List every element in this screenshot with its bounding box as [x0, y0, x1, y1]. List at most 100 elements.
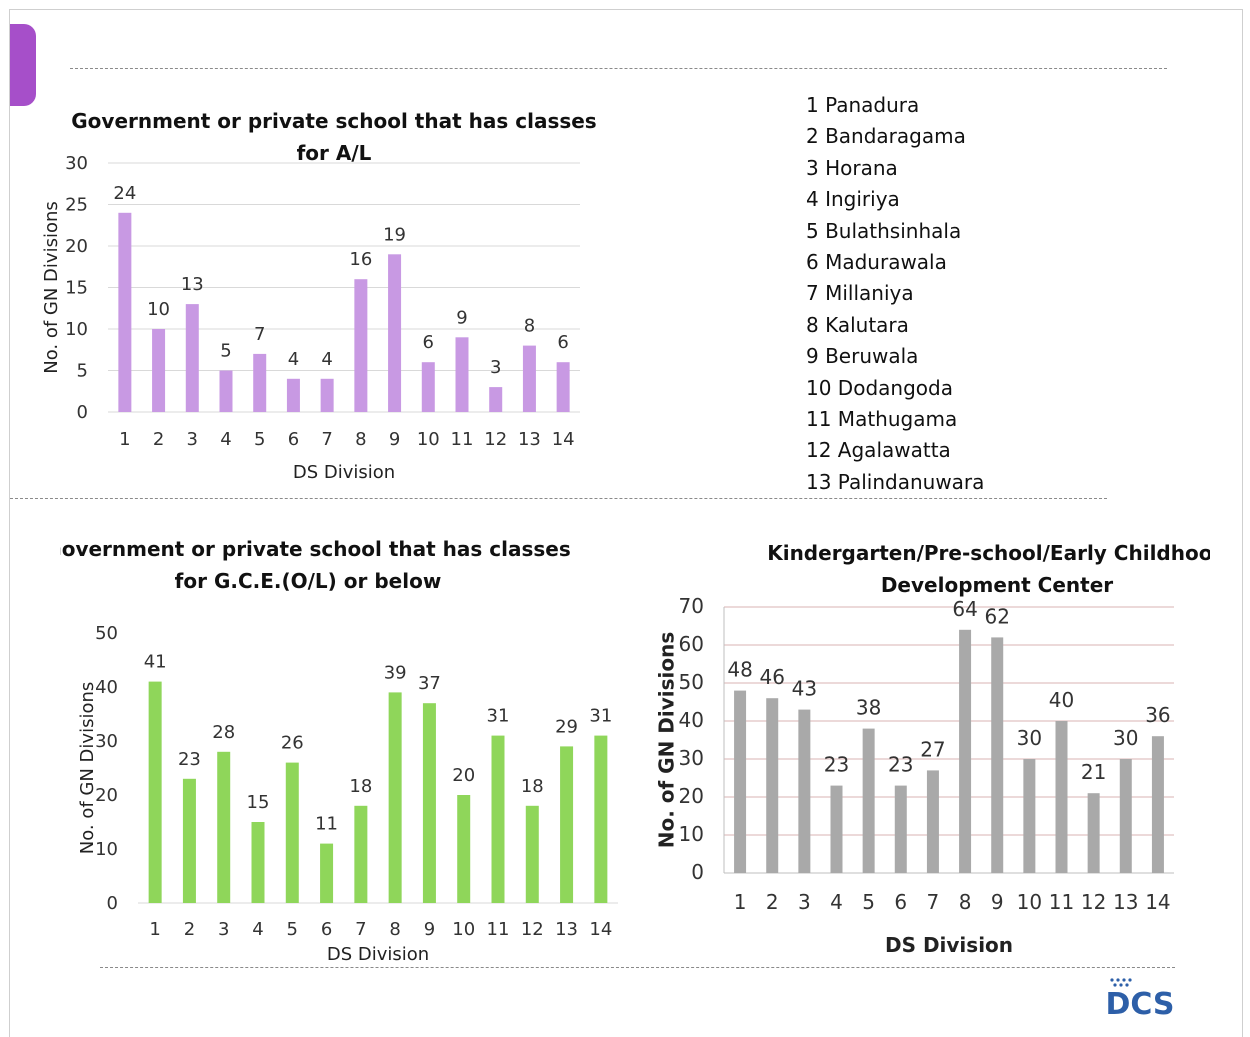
legend-item: 3 Horana — [806, 155, 898, 180]
bar — [320, 843, 334, 903]
y-tick-label: 20 — [65, 236, 88, 257]
bar — [185, 304, 199, 412]
y-tick-label: 5 — [77, 361, 88, 382]
x-tick-label: 8 — [959, 890, 972, 914]
chart-title-line: Kindergarten/Pre-school/Early Childhood — [767, 541, 1210, 565]
bar — [489, 387, 503, 412]
bar — [594, 735, 608, 903]
data-label: 3 — [490, 357, 501, 378]
bar — [798, 709, 811, 873]
bar — [320, 378, 334, 412]
bar — [491, 735, 505, 903]
data-label: 29 — [555, 716, 578, 737]
x-tick-label: 11 — [451, 429, 474, 450]
bar — [457, 795, 471, 903]
x-tick-label: 5 — [287, 919, 298, 940]
bar — [455, 337, 469, 412]
bar — [894, 785, 907, 873]
data-label: 38 — [856, 696, 881, 720]
data-label: 9 — [456, 307, 467, 328]
data-label: 19 — [383, 224, 406, 245]
x-tick-label: 7 — [321, 429, 332, 450]
y-tick-label: 10 — [95, 839, 118, 860]
y-tick-label: 10 — [679, 822, 704, 846]
data-label: 16 — [349, 249, 372, 270]
bar — [991, 637, 1004, 873]
x-tick-label: 1 — [119, 429, 130, 450]
legend-item: 11 Mathugama — [806, 406, 958, 431]
y-axis-label: No. of GN Divisions — [77, 682, 98, 855]
y-tick-label: 25 — [65, 195, 88, 216]
legend-item: 2 Bandaragama — [806, 124, 966, 149]
data-label: 30 — [1113, 726, 1138, 750]
bar — [560, 746, 574, 903]
bar — [421, 362, 435, 412]
logo-dot — [1125, 983, 1129, 987]
logo-dots — [1110, 978, 1132, 987]
x-tick-label: 12 — [484, 429, 507, 450]
chart-title-line: for A/L — [297, 141, 372, 165]
x-tick-label: 10 — [1017, 890, 1042, 914]
data-label: 15 — [247, 792, 270, 813]
data-label: 36 — [1145, 703, 1170, 727]
bar — [286, 378, 300, 412]
legend-item: 4 Ingiriya — [806, 187, 900, 212]
x-tick-label: 4 — [220, 429, 231, 450]
logo-text: DCS — [1105, 987, 1174, 1020]
legend-item: 8 Kalutara — [806, 312, 909, 337]
x-tick-label: 14 — [1145, 890, 1170, 914]
y-tick-label: 30 — [679, 746, 704, 770]
data-label: 4 — [321, 349, 332, 370]
x-tick-label: 11 — [487, 919, 510, 940]
data-label: 43 — [792, 677, 817, 701]
data-label: 21 — [1081, 760, 1106, 784]
bar — [285, 762, 299, 903]
data-label: 6 — [557, 332, 568, 353]
bar — [354, 279, 368, 412]
chart-title-line: Government or private school that has cl… — [71, 109, 596, 133]
y-tick-label: 20 — [95, 785, 118, 806]
data-label: 26 — [281, 733, 304, 754]
data-label: 18 — [521, 776, 544, 797]
data-label: 28 — [212, 722, 235, 743]
x-tick-label: 14 — [589, 919, 612, 940]
y-tick-label: 40 — [679, 708, 704, 732]
bar — [830, 785, 843, 873]
chart-preschools: Kindergarten/Pre-school/Early Childhood D… — [655, 541, 1211, 957]
data-label: 7 — [254, 324, 265, 345]
x-tick-label: 9 — [424, 919, 435, 940]
y-tick-label: 40 — [95, 677, 118, 698]
y-tick-label: 30 — [95, 731, 118, 752]
y-axis-label: No. of GN Divisions — [655, 632, 679, 849]
bar — [219, 370, 233, 412]
x-tick-label: 8 — [355, 429, 366, 450]
data-label: 13 — [181, 274, 204, 295]
x-tick-label: 9 — [389, 429, 400, 450]
x-tick-label: 12 — [1081, 890, 1106, 914]
y-tick-label: 0 — [107, 893, 118, 914]
data-label: 64 — [952, 597, 977, 621]
x-tick-label: 10 — [417, 429, 440, 450]
data-label: 11 — [315, 814, 338, 835]
x-axis-label: DS Division — [293, 462, 395, 483]
bar — [959, 629, 972, 873]
legend-item: 7 Millaniya — [806, 281, 914, 306]
data-label: 40 — [1049, 688, 1074, 712]
chart-title-line: Development Center — [881, 573, 1113, 597]
x-tick-label: 4 — [252, 919, 263, 940]
x-tick-label: 8 — [389, 919, 400, 940]
bar — [148, 681, 162, 903]
bar — [253, 353, 267, 412]
data-label: 31 — [487, 706, 510, 727]
bar — [862, 728, 875, 873]
data-label: 48 — [727, 658, 752, 682]
logo-dot — [1113, 983, 1117, 987]
y-tick-label: 60 — [679, 632, 704, 656]
logo-dot — [1128, 978, 1132, 982]
x-tick-label: 13 — [1113, 890, 1138, 914]
chart-al-schools: Government or private school that has cl… — [41, 109, 597, 483]
ds-division-legend: 1 Panadura 2 Bandaragama 3 Horana 4 Ingi… — [806, 90, 984, 498]
y-tick-label: 10 — [65, 319, 88, 340]
bar — [1151, 736, 1164, 873]
legend-item: 6 Madurawala — [806, 249, 947, 274]
